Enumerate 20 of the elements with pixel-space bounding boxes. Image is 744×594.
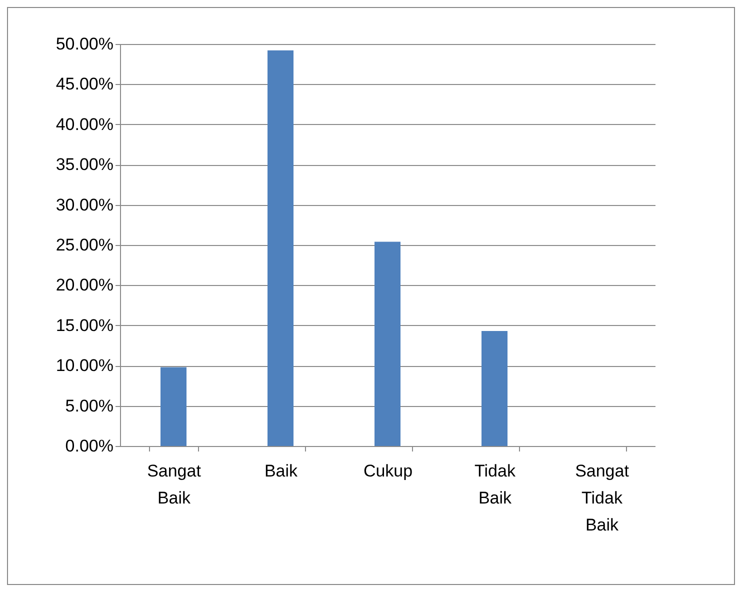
x-tick-label: Sangat Tidak Baik (575, 462, 630, 534)
bar (160, 367, 186, 446)
bar (482, 331, 508, 446)
y-tick-label: 5.00% (65, 396, 114, 416)
y-tick-label: 15.00% (56, 316, 114, 335)
x-tick-label: Tidak Baik (474, 462, 516, 508)
y-tick-label: 50.00% (56, 34, 114, 54)
y-tick-label: 10.00% (56, 356, 114, 376)
y-tick-label: 20.00% (56, 276, 114, 295)
x-tick-label: Sangat Baik (147, 462, 202, 508)
y-tick-label: 35.00% (56, 155, 114, 174)
y-tick-label: 0.00% (65, 436, 114, 456)
y-tick-label: 45.00% (56, 74, 114, 94)
bar (374, 242, 400, 446)
y-tick-label: 40.00% (56, 114, 114, 134)
x-tick-label: Baik (264, 462, 298, 480)
x-tick-label: Cukup (363, 462, 413, 480)
bar (268, 50, 294, 446)
y-tick-label: 30.00% (56, 195, 114, 214)
y-tick-label: 25.00% (56, 236, 114, 254)
